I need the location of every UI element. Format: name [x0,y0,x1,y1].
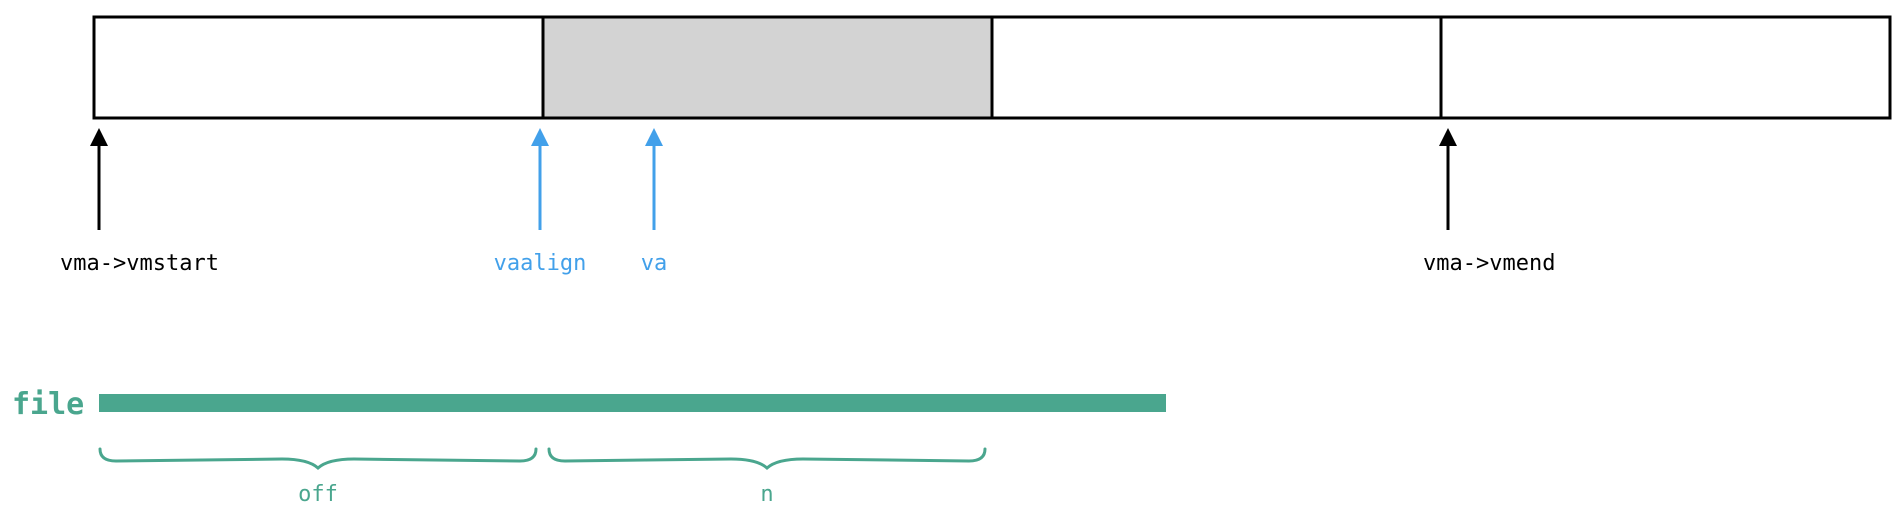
memory-region [92,15,1892,120]
n-label: n [760,482,773,507]
file-bar [99,394,1166,412]
vaalign-label: vaalign [494,251,587,276]
page-1 [92,15,545,120]
off-brace [98,447,538,471]
page-4 [1439,15,1892,120]
vmend-label: vma->vmend [1423,251,1555,276]
va-label: va [641,251,668,276]
file-label: file [12,387,84,422]
page-3 [990,15,1443,120]
vmstart-label: vma->vmstart [60,251,219,276]
off-label: off [298,482,338,507]
n-brace [547,447,987,471]
page-2-highlighted [541,15,994,120]
